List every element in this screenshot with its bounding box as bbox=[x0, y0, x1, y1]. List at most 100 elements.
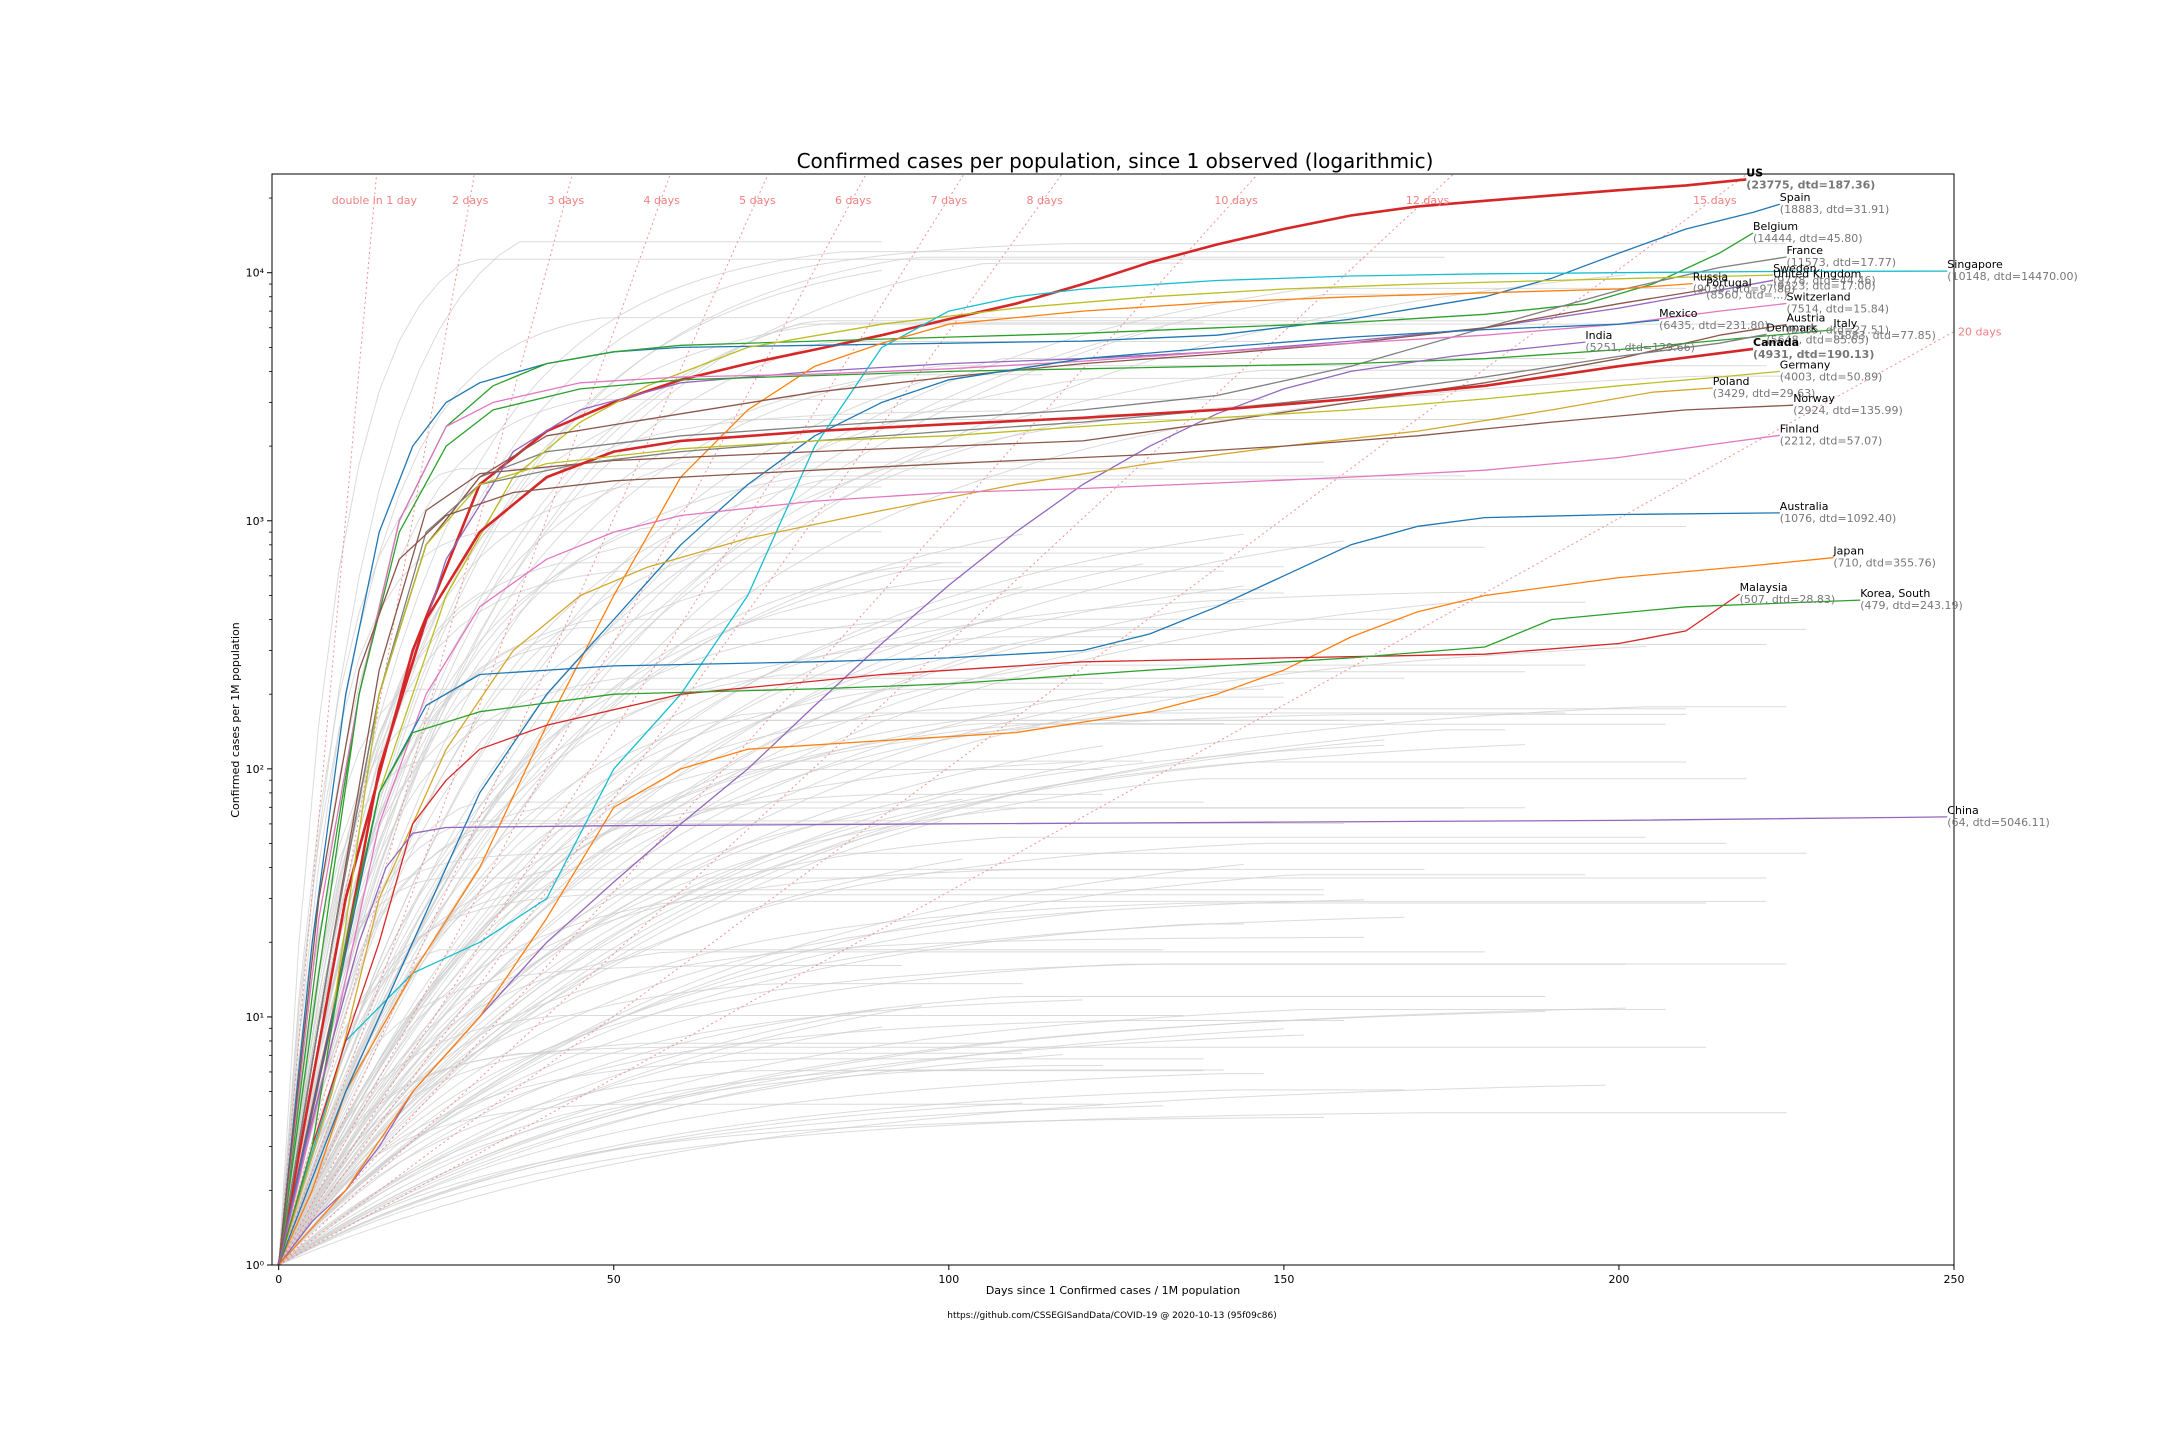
background-country-line bbox=[278, 1011, 1546, 1265]
x-tick-label: 100 bbox=[938, 1273, 959, 1286]
background-country-line bbox=[278, 900, 1767, 1265]
background-country-line bbox=[278, 258, 1365, 1265]
y-tick-label: 10¹ bbox=[246, 1011, 264, 1024]
background-country-line bbox=[278, 365, 1767, 1265]
background-country-line bbox=[278, 674, 922, 1265]
series-name: Canada bbox=[1753, 336, 1799, 349]
background-country-line bbox=[278, 636, 1144, 1265]
series-stat: (710, dtd=355.76) bbox=[1833, 557, 1936, 570]
background-country-line bbox=[278, 563, 1144, 1265]
series-line-switzerland bbox=[278, 302, 1787, 1265]
series-line-germany bbox=[278, 370, 1780, 1265]
background-country-line bbox=[278, 540, 1345, 1265]
background-country-line bbox=[278, 842, 1727, 1265]
series-name: Switzerland bbox=[1787, 291, 1851, 304]
series-label: Germany(4003, dtd=50.89) bbox=[1780, 358, 1883, 383]
background-country-line bbox=[278, 1058, 1204, 1265]
background-country-line bbox=[278, 1009, 1666, 1265]
background-country-line bbox=[278, 822, 1345, 1265]
chart-title: Confirmed cases per population, since 1 … bbox=[797, 149, 1434, 173]
doubling-guide-label: 2 days bbox=[452, 194, 489, 207]
background-country-line bbox=[278, 1073, 1264, 1265]
series-stat: (7514, dtd=15.84) bbox=[1787, 303, 1890, 316]
background-country-line bbox=[278, 1042, 1003, 1265]
background-country-line bbox=[278, 570, 1224, 1265]
background-country-line bbox=[278, 1054, 1063, 1265]
background-country-line bbox=[278, 486, 882, 1265]
x-axis-ticks: 0 50 100 150 200 250 bbox=[275, 1265, 1965, 1286]
background-country-line bbox=[278, 761, 1083, 1265]
background-country-lines bbox=[278, 241, 1807, 1265]
background-country-line bbox=[278, 576, 963, 1265]
background-country-line bbox=[278, 413, 1144, 1265]
doubling-guide-line bbox=[278, 174, 1259, 1265]
background-country-line bbox=[278, 410, 1003, 1265]
background-country-line bbox=[278, 475, 1465, 1265]
doubling-guide-label: 10 days bbox=[1214, 194, 1258, 207]
y-tick-label: 10⁰ bbox=[246, 1259, 265, 1272]
background-country-line bbox=[278, 889, 1325, 1265]
background-country-line bbox=[278, 1028, 1284, 1265]
background-country-line bbox=[278, 858, 963, 1265]
series-line-malaysia bbox=[278, 593, 1740, 1265]
doubling-guide-label: 12 days bbox=[1406, 194, 1450, 207]
x-tick-label: 250 bbox=[1944, 1273, 1965, 1286]
background-country-line bbox=[278, 269, 882, 1265]
background-country-line bbox=[278, 419, 1526, 1265]
background-country-line bbox=[278, 243, 1787, 1265]
background-country-line bbox=[278, 1089, 1405, 1265]
series-stat: (3429, dtd=29.63) bbox=[1713, 387, 1816, 400]
series-stat: (1076, dtd=1092.40) bbox=[1780, 512, 1897, 525]
background-country-line bbox=[278, 317, 1405, 1265]
background-country-line bbox=[278, 1105, 1164, 1265]
background-country-line bbox=[278, 723, 1224, 1265]
doubling-guide-line bbox=[278, 174, 671, 1265]
background-country-line bbox=[278, 965, 902, 1265]
series-labels: US(23775, dtd=187.36)Spain(18883, dtd=31… bbox=[1585, 166, 2077, 829]
background-country-line bbox=[278, 664, 1586, 1265]
series-stat: (6435, dtd=231.80) bbox=[1659, 319, 1769, 332]
background-country-line bbox=[278, 287, 1686, 1265]
background-country-line bbox=[278, 628, 1807, 1265]
series-label: Portugal(8560, dtd=...) bbox=[1706, 277, 1788, 302]
doubling-guide-label: 7 days bbox=[931, 194, 968, 207]
background-country-line bbox=[278, 377, 1566, 1265]
doubling-guide-label: double in 1 day bbox=[332, 194, 418, 207]
background-country-line bbox=[278, 1112, 1787, 1265]
background-country-line bbox=[278, 760, 1144, 1265]
series-label: US(23775, dtd=187.36) bbox=[1746, 166, 1875, 191]
background-country-line bbox=[278, 251, 1707, 1265]
series-name: France bbox=[1787, 244, 1824, 257]
series-label: Malaysia(507, dtd=28.83) bbox=[1740, 581, 1836, 606]
series-label: Poland(3429, dtd=29.63) bbox=[1713, 375, 1816, 400]
series-name: India bbox=[1585, 329, 1612, 342]
background-country-line bbox=[278, 375, 1787, 1265]
background-country-line bbox=[278, 369, 1566, 1265]
series-label: Norway(2924, dtd=135.99) bbox=[1793, 392, 1903, 417]
background-country-line bbox=[278, 1069, 1224, 1265]
background-country-line bbox=[278, 600, 1244, 1265]
background-country-line bbox=[278, 682, 1284, 1265]
series-line-china bbox=[278, 816, 1948, 1265]
series-stat: (14444, dtd=45.80) bbox=[1753, 232, 1863, 245]
background-country-line bbox=[278, 793, 1103, 1265]
series-stat: (507, dtd=28.83) bbox=[1740, 593, 1836, 606]
series-label: Belgium(14444, dtd=45.80) bbox=[1753, 220, 1863, 245]
source-caption: https://github.com/CSSEGISandData/COVID-… bbox=[947, 1311, 1276, 1321]
series-label: France(11573, dtd=17.77) bbox=[1787, 244, 1897, 269]
series-label: India(5251, dtd=129.66) bbox=[1585, 329, 1695, 354]
background-country-line bbox=[278, 1052, 1023, 1265]
doubling-guide-line bbox=[278, 174, 1455, 1265]
background-country-line bbox=[278, 589, 1264, 1265]
series-label: Italy(5883, dtd=77.85) bbox=[1833, 317, 1936, 342]
series-stat: (4003, dtd=50.89) bbox=[1780, 370, 1883, 383]
series-stat: (9323, dtd=17.00) bbox=[1773, 279, 1876, 292]
background-country-line bbox=[278, 322, 1204, 1265]
background-country-line bbox=[278, 617, 1003, 1265]
series-name: Belgium bbox=[1753, 220, 1798, 233]
series-label: Japan(710, dtd=355.76) bbox=[1832, 545, 1936, 570]
x-tick-label: 200 bbox=[1608, 1273, 1629, 1286]
background-country-line bbox=[278, 1020, 1345, 1265]
background-country-line bbox=[278, 262, 1184, 1265]
